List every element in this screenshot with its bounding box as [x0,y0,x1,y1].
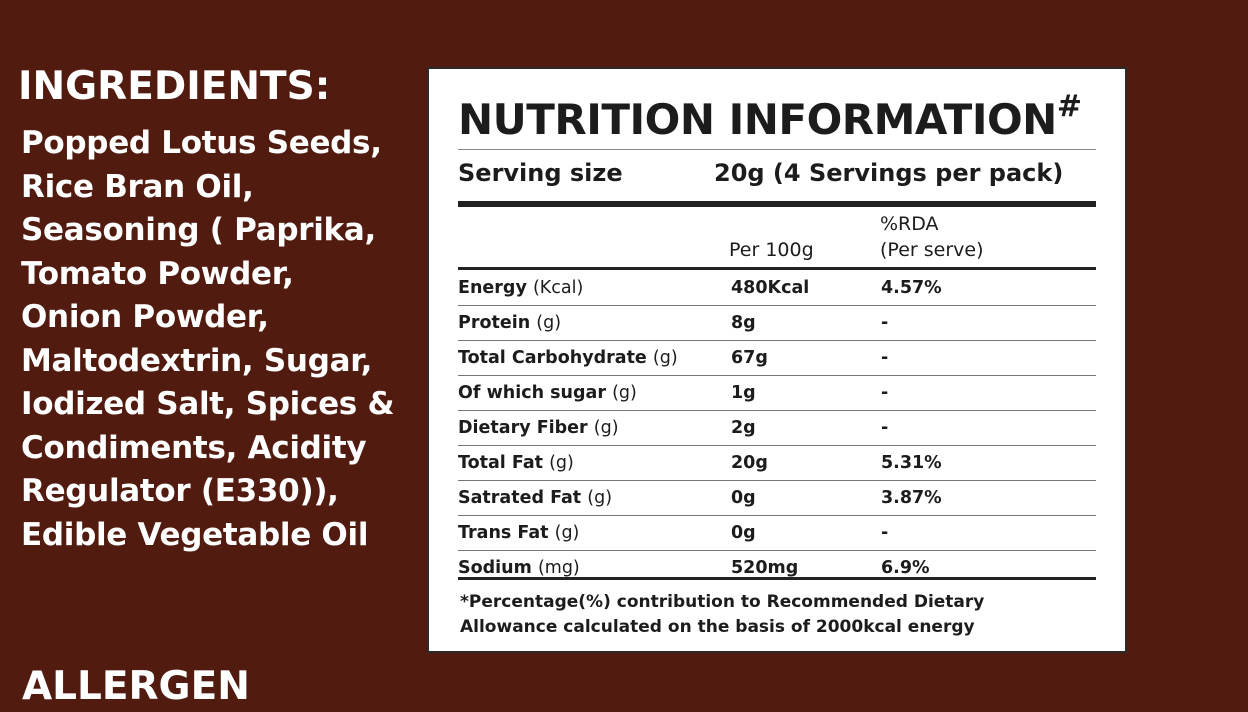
per100-header: Per 100g [729,239,814,261]
per100-value: 0g [731,523,756,543]
nutrient-unit: (g) [652,348,678,368]
table-row: Total Carbohydrate (g) 67g - [458,341,1096,376]
table-row: Dietary Fiber (g) 2g - [458,411,1096,446]
nutrition-table: Energy (Kcal) 480Kcal 4.57% Protein (g) 8g - T… [458,271,1096,585]
nutrient-unit: (g) [587,488,613,508]
nutrient-label: Of which sugar [458,383,606,403]
table-bottom-divider [458,577,1096,580]
rda-footnote: *Percentage(%) contribution to Recommend… [460,592,985,637]
table-row: Of which sugar (g) 1g - [458,376,1096,411]
allergen-title: ALLERGEN [22,664,250,709]
rda-value: - [881,313,889,333]
nutrient-label: Total Fat [458,453,544,473]
nutrient-unit: (g) [549,453,574,473]
rda-value: - [881,383,889,403]
nutrient-name: Dietary Fiber (g) [458,418,619,438]
nutrient-name: Satrated Fat (g) [458,488,612,508]
table-row: Total Fat (g) 20g 5.31% [458,446,1096,481]
rda-value: 5.31% [881,453,942,473]
nutrient-label: Dietary Fiber [458,418,588,438]
header-divider [458,267,1096,270]
nutrient-unit: (mg) [537,558,580,578]
rda-value: - [881,523,889,543]
nutrient-label: Total Carbohydrate [458,348,647,368]
nutrient-name: Sodium (mg) [458,558,580,578]
nutrient-unit: (g) [612,383,637,403]
table-row: Sodium (mg) 520mg 6.9% [458,551,1096,585]
table-row: Satrated Fat (g) 0g 3.87% [458,481,1096,516]
rda-value: 4.57% [881,278,942,298]
rda-value: - [881,348,889,368]
rda-value: 6.9% [881,558,930,578]
serving-size-value: 20g (4 Servings per pack) [714,159,1064,187]
per100-value: 2g [731,418,756,438]
per100-value: 0g [731,488,756,508]
nutrient-name: Trans Fat (g) [458,523,579,543]
nutrition-title: NUTRITION INFORMATION# [458,89,1082,144]
table-row: Energy (Kcal) 480Kcal 4.57% [458,271,1096,306]
ingredients-section: INGREDIENTS: Popped Lotus Seeds, Rice Br… [18,62,418,557]
per100-value: 520mg [731,558,799,578]
per100-value: 8g [731,313,756,333]
nutrient-name: Total Carbohydrate (g) [458,348,678,368]
nutrient-unit: (g) [536,313,562,333]
per100-value: 480Kcal [731,278,810,298]
serving-divider [458,201,1096,207]
nutrient-name: Total Fat (g) [458,453,574,473]
ingredients-title: INGREDIENTS: [18,64,331,109]
table-row: Protein (g) 8g - [458,306,1096,341]
per100-value: 67g [731,348,768,368]
per100-value: 20g [731,453,768,473]
nutrient-name: Of which sugar (g) [458,383,637,403]
ingredients-list: Popped Lotus Seeds, Rice Bran Oil, Seaso… [21,125,395,553]
nutrient-unit: (Kcal) [532,278,584,298]
per100-value: 1g [731,383,756,403]
nutrition-panel: NUTRITION INFORMATION# Serving size 20g … [427,67,1127,653]
nutrient-name: Energy (Kcal) [458,278,583,298]
nutrient-label: Energy [458,278,527,298]
rda-header-line1: %RDA [880,213,939,235]
nutrition-title-text: NUTRITION INFORMATION [458,95,1057,144]
serving-size-label: Serving size [458,159,623,187]
nutrient-label: Satrated Fat [458,488,582,508]
title-divider [458,149,1096,150]
table-row: Trans Fat (g) 0g - [458,516,1096,551]
nutrient-label: Trans Fat [458,523,549,543]
nutrient-unit: (g) [554,523,580,543]
rda-value: 3.87% [881,488,942,508]
nutrient-name: Protein (g) [458,313,561,333]
nutrient-label: Protein [458,313,531,333]
nutrient-label: Sodium [458,558,532,578]
rda-header-line2: (Per serve) [880,239,984,261]
nutrient-unit: (g) [593,418,619,438]
nutrition-title-mark: # [1056,89,1082,124]
rda-value: - [881,418,889,438]
